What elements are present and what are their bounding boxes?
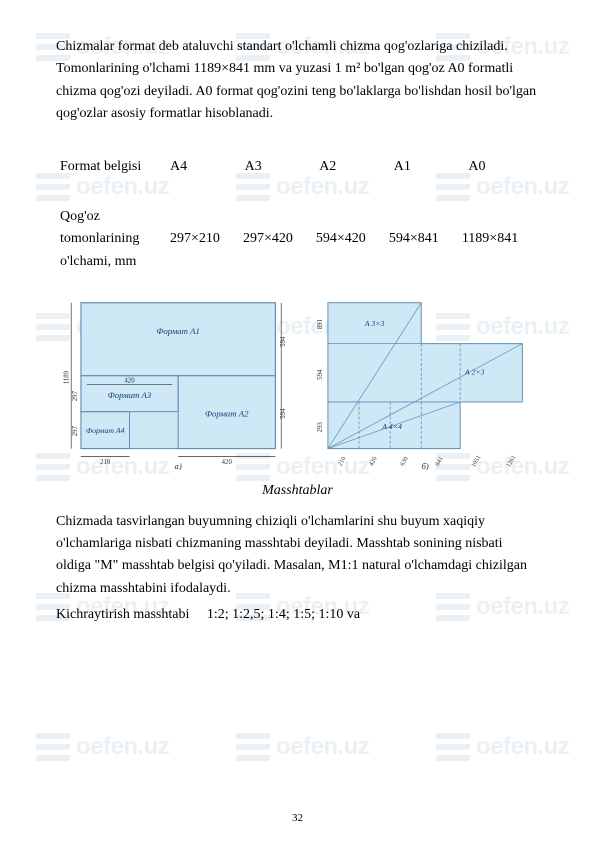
body-paragraph: Chizmada tasvirlangan buyumning chiziqli… (56, 511, 539, 601)
svg-text:210: 210 (100, 459, 111, 466)
svg-text:297: 297 (72, 391, 79, 402)
svg-text:a): a) (174, 461, 181, 470)
figure-right: A 3×3 A 2×3 A 4×4 891 594 293 210 420 63… (303, 295, 540, 470)
svg-text:1189: 1189 (63, 370, 70, 384)
svg-text:841: 841 (434, 456, 445, 468)
format-table-2: Qog'oz tomonlarining o'lchami, mm 297×21… (56, 200, 539, 279)
wm-text: oefen.uz (276, 728, 369, 766)
wm-text: oefen.uz (76, 728, 169, 766)
svg-text:420: 420 (222, 459, 233, 466)
table1-cell: A1 (390, 150, 465, 184)
svg-text:A 3×3: A 3×3 (363, 319, 384, 328)
svg-text:Формат A4: Формат A4 (86, 426, 125, 435)
table2-cell: 1189×841 (458, 200, 539, 279)
table1-cell: A4 (166, 150, 241, 184)
table2-cell: 297×420 (239, 200, 312, 279)
table2-label: Qog'oz tomonlarining o'lchami, mm (56, 200, 166, 279)
scale-values: 1:2; 1:2,5; 1:4; 1:5; 1:10 va (207, 607, 360, 622)
svg-text:420: 420 (124, 378, 135, 385)
table1-cell: A3 (241, 150, 316, 184)
svg-text:1051: 1051 (470, 454, 482, 468)
svg-text:630: 630 (399, 456, 410, 468)
svg-text:Формат A1: Формат A1 (156, 326, 200, 336)
section-heading: Masshtablar (56, 480, 539, 502)
svg-text:1261: 1261 (505, 454, 517, 468)
svg-text:594: 594 (317, 369, 324, 380)
table1-label: Format belgisi (56, 150, 166, 184)
table2-cell: 594×420 (312, 200, 385, 279)
svg-text:594: 594 (280, 336, 287, 347)
svg-text:891: 891 (317, 319, 324, 329)
figure-left: Формат A1 Формат A2 Формат A3 Формат A4 … (56, 295, 293, 470)
format-table-1: Format belgisi A4 A3 A2 A1 A0 (56, 150, 539, 184)
scale-line: Kichraytirish masshtabi 1:2; 1:2,5; 1:4;… (56, 604, 539, 626)
page-content: Chizmalar format deb ataluvchi standart … (0, 0, 595, 626)
svg-text:Формат A3: Формат A3 (108, 390, 152, 400)
table2-cell: 297×210 (166, 200, 239, 279)
wm-text: oefen.uz (476, 728, 569, 766)
figures-row: Формат A1 Формат A2 Формат A3 Формат A4 … (56, 295, 539, 470)
svg-text:б): б) (421, 461, 428, 470)
scale-label: Kichraytirish masshtabi (56, 607, 189, 622)
svg-text:594: 594 (280, 408, 287, 419)
page-number: 32 (0, 810, 595, 828)
svg-text:420: 420 (367, 456, 378, 468)
intro-paragraph: Chizmalar format deb ataluvchi standart … (56, 36, 539, 126)
table1-cell: A0 (464, 150, 539, 184)
svg-text:293: 293 (317, 422, 324, 433)
table2-cell: 594×841 (385, 200, 458, 279)
svg-text:210: 210 (336, 456, 347, 468)
table1-cell: A2 (315, 150, 390, 184)
svg-text:297: 297 (72, 426, 79, 437)
svg-text:A 4×4: A 4×4 (381, 422, 402, 431)
svg-text:Формат A2: Формат A2 (205, 409, 249, 419)
svg-text:A 2×3: A 2×3 (463, 368, 484, 377)
